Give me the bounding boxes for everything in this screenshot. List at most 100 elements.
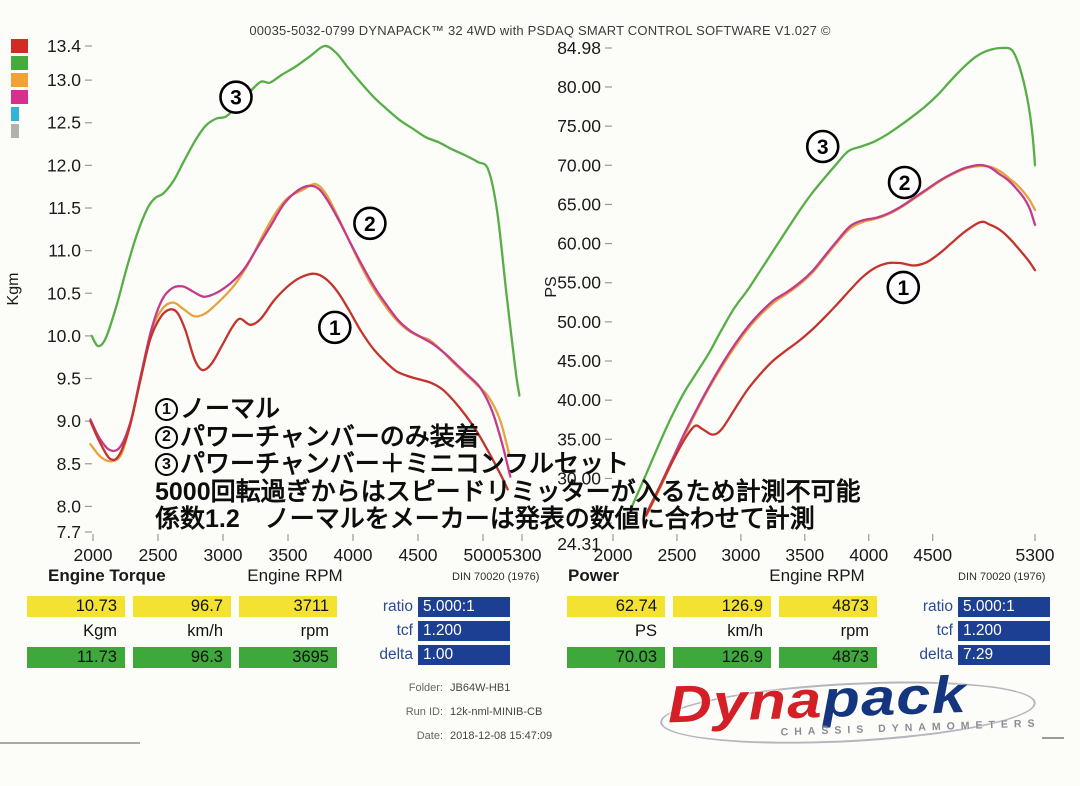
y-tick-label: 12.5 xyxy=(47,113,81,133)
curve-annotation-number: 3 xyxy=(817,136,829,159)
folder-row: Folder: JB64W-HB1 xyxy=(385,682,552,706)
curve-annotation-circle xyxy=(317,310,352,345)
speed-unit-label: km/h xyxy=(727,622,763,640)
y-tick-label: 80.00 xyxy=(557,77,601,97)
circled-number: 2 xyxy=(155,425,178,449)
y-tick-label: 65.00 xyxy=(557,194,601,214)
note-text: 5000回転過ぎからはスピードリミッターが入るため計測不可能 xyxy=(155,477,861,506)
runid-row: Run ID: 12k-nml-MINIB-CB xyxy=(385,706,552,730)
y-tick-label: 55.00 xyxy=(557,273,601,293)
x-tick-label: 3000 xyxy=(204,545,243,565)
power-params: ratio 5.000:1 tcf 1.200 delta 7.29 xyxy=(908,597,1050,669)
power-chart: 84.98 80.00 75.00 70.00 65.00 60.00 55.00 50.00… xyxy=(557,38,1055,565)
y-tick-label: 84.98 xyxy=(557,38,601,58)
curve-annotation-circle xyxy=(887,165,922,200)
y-tick-label: 8.0 xyxy=(57,496,82,516)
tcf-value: 1.200 xyxy=(958,621,1050,641)
torque-reference-value: 11.73 xyxy=(27,647,125,668)
note-line: 2 パワーチャンバーのみ装着 xyxy=(155,422,861,452)
power-unit-label: PS xyxy=(634,622,657,640)
red-run-swatch xyxy=(11,39,28,53)
param-row: tcf 1.200 xyxy=(368,621,510,641)
date-label: Date: xyxy=(416,730,443,742)
x-tick-label: 2500 xyxy=(657,545,696,565)
gray-run-swatch xyxy=(11,124,19,138)
x-tick-label: 4500 xyxy=(399,545,438,565)
note-text: 係数1.2 ノーマルをメーカーは発表の数値に合わせて計測 xyxy=(155,505,815,533)
note-line: 3 パワーチャンバー＋ミニコンフルセット xyxy=(155,450,861,479)
tcf-label: tcf xyxy=(396,622,413,639)
tcf-value: 1.200 xyxy=(418,621,510,641)
curve-annotation-circle xyxy=(353,206,387,241)
ratio-value: 5.000:1 xyxy=(418,597,510,617)
orange-run-swatch xyxy=(11,73,28,87)
power-readout-panel: 62.74 PS 70.03 126.9 km/h 126.9 4873 rpm… xyxy=(567,596,879,668)
param-row: ratio 5.000:1 xyxy=(368,597,510,617)
curve-annotation-number: 1 xyxy=(329,317,341,340)
ratio-value: 5.000:1 xyxy=(958,597,1050,617)
x-tick-label: 2500 xyxy=(139,545,178,565)
curve-annotation-circle xyxy=(886,270,921,305)
ratio-label: ratio xyxy=(922,598,953,615)
torque-readout-panel: 10.73 Kgm 11.73 96.7 km/h 96.3 3711 rpm … xyxy=(27,596,339,668)
run2-power-chamber-magenta-curve xyxy=(645,163,1037,515)
speed-reference-value: 126.9 xyxy=(673,647,771,668)
note-text: ノーマル xyxy=(180,395,281,423)
power-section-label: Power xyxy=(568,566,620,585)
y-tick-label: 12.0 xyxy=(47,155,81,175)
report-title: 00035-5032-0799 DYNAPACK™ 32 4WD with PS… xyxy=(249,23,831,38)
tcf-label: tcf xyxy=(936,622,953,639)
y-tick-label: 11.5 xyxy=(48,198,81,218)
runid-value: 12k-nml-MINIB-CB xyxy=(450,706,543,718)
y-tick-label: 75.00 xyxy=(557,116,601,136)
power-din-standard: DIN 70020 (1976) xyxy=(958,571,1046,583)
y-tick-label: 13.4 xyxy=(47,36,81,56)
note-line: 5000回転過ぎからはスピードリミッターが入るため計測不可能 xyxy=(155,477,861,507)
x-tick-label: 5300 xyxy=(503,545,542,565)
rpm-unit-label: rpm xyxy=(300,622,329,640)
y-tick-label: 24.31 xyxy=(557,534,601,554)
annotation-notes: 1 ノーマル 2 パワーチャンバーのみ装着 3 パワーチャンバー＋ミニコンフルセット … xyxy=(155,395,861,534)
torque-cursor-value: 10.73 xyxy=(27,596,125,617)
folder-label: Folder: xyxy=(408,682,443,694)
torque-y-axis-unit: Kgm xyxy=(5,272,22,306)
y-tick-label: 10.5 xyxy=(47,283,81,303)
scan-artifact-line xyxy=(1042,737,1064,739)
y-tick-label: 60.00 xyxy=(557,234,601,254)
curve-annotation-number: 2 xyxy=(364,213,376,236)
y-tick-label: 13.0 xyxy=(47,70,81,90)
run2-power-chamber-magenta-curve xyxy=(89,184,512,478)
rpm-reference-value: 3695 xyxy=(239,647,337,668)
x-tick-label: 2000 xyxy=(74,545,113,565)
delta-label: delta xyxy=(919,646,953,663)
circled-number: 1 xyxy=(155,398,178,422)
x-tick-label: 3000 xyxy=(721,545,760,565)
dynapack-logo: Dynapack CHASSIS DYNAMOMETERS xyxy=(651,666,1051,755)
magenta-run-swatch xyxy=(11,90,28,104)
y-tick-label: 40.00 xyxy=(557,390,601,410)
y-tick-label: 7.7 xyxy=(57,522,81,542)
param-row: ratio 5.000:1 xyxy=(908,597,1050,617)
y-tick-label: 35.00 xyxy=(557,429,601,449)
y-tick-label: 10.0 xyxy=(47,326,81,346)
cyan-run-swatch xyxy=(11,107,19,121)
x-tick-label: 5000 xyxy=(464,545,503,565)
y-tick-label: 11.0 xyxy=(48,241,81,261)
rpm-unit-label: rpm xyxy=(840,622,869,640)
x-tick-label: 3500 xyxy=(785,545,824,565)
curve-annotation-number: 3 xyxy=(230,87,242,110)
delta-value: 7.29 xyxy=(958,645,1050,665)
curve-annotation-circle xyxy=(805,129,840,164)
x-tick-label: 3500 xyxy=(269,545,308,565)
circled-number: 3 xyxy=(155,453,178,477)
torque-din-standard: DIN 70020 (1976) xyxy=(452,571,540,583)
run3-power-chamber-plus-minicon-curve xyxy=(90,44,521,397)
logo-pack: pack xyxy=(821,665,968,729)
x-tick-label: 4000 xyxy=(849,545,888,565)
torque-x-axis-label: Engine RPM xyxy=(247,566,343,585)
note-text: パワーチャンバーのみ装着 xyxy=(180,422,480,451)
curve-annotation-number: 1 xyxy=(897,277,909,300)
param-row: delta 1.00 xyxy=(368,645,510,665)
folder-value: JB64W-HB1 xyxy=(450,682,511,694)
x-tick-label: 2000 xyxy=(594,545,633,565)
